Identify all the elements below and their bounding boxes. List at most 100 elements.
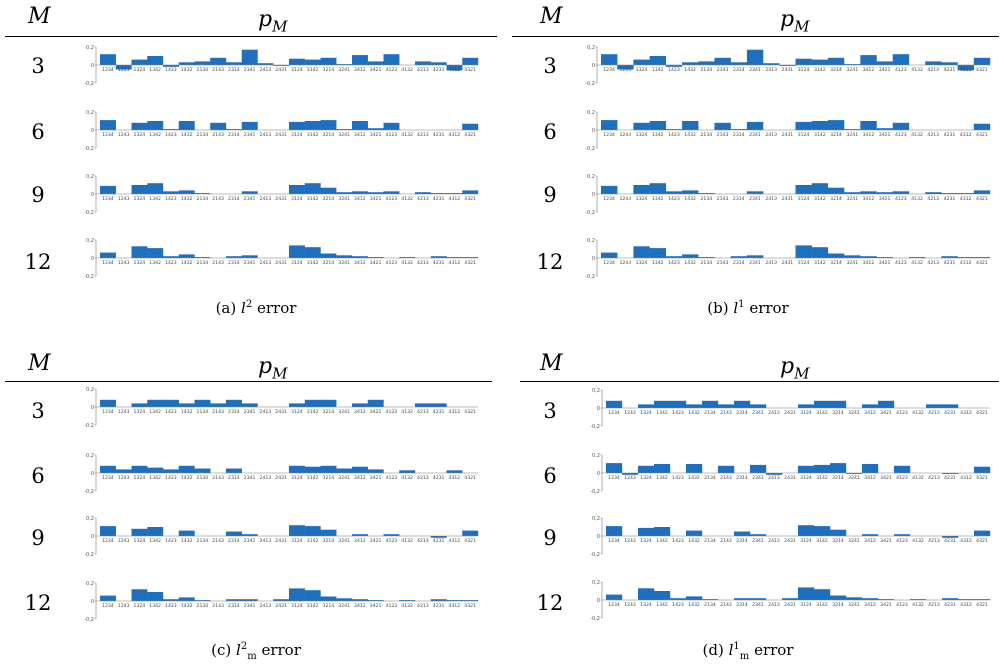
- bar-3412: [352, 55, 368, 65]
- bar-2314: [730, 129, 748, 130]
- bar-3214: [830, 595, 847, 600]
- bar-1432: [178, 530, 195, 536]
- x-tick-label: 2134: [197, 260, 209, 266]
- y-tick-label: -0,2: [84, 552, 94, 558]
- y-tick-label: 0: [597, 534, 600, 540]
- x-tick-label: 2134: [701, 67, 713, 73]
- bar-1423: [163, 256, 179, 258]
- bar-3142: [304, 247, 321, 258]
- x-tick-label: 3124: [291, 538, 303, 544]
- x-tick-label: 1423: [668, 132, 680, 138]
- bar-chart-m-3: 0,2 0 -0,2 1234 1243 1324 1342 1423 1432 2134 2143…: [585, 45, 991, 87]
- bar-3421: [367, 469, 384, 473]
- x-tick-label: 2413: [260, 475, 272, 481]
- bar-1324: [131, 122, 148, 130]
- x-tick-label: 2341: [244, 475, 256, 481]
- x-tick-label: 2314: [228, 538, 240, 544]
- bar-3214: [320, 596, 337, 601]
- y-tick-label: -0,2: [585, 210, 595, 216]
- m-value-6: 6: [543, 464, 557, 488]
- bar-4231: [942, 473, 959, 474]
- y-tick-label: -0,2: [84, 274, 94, 280]
- x-tick-label: 1234: [603, 132, 615, 138]
- bar-1432: [178, 254, 195, 258]
- bar-1234: [100, 465, 116, 473]
- bar-2341: [750, 464, 767, 473]
- x-tick-label: 3142: [814, 67, 826, 73]
- x-tick-label: 3142: [814, 196, 826, 202]
- bar-3241: [336, 255, 353, 258]
- bar-3241: [844, 64, 861, 65]
- bar-4231: [942, 404, 959, 408]
- x-tick-label: 4321: [464, 538, 476, 544]
- y-tick-label: 0,2: [587, 110, 595, 116]
- bar-chart-m-6: 0,2 0 -0,2 1234 1243 1324 1342 1423 1432 2134 2143…: [84, 110, 479, 152]
- x-tick-label: 4123: [386, 475, 398, 481]
- x-tick-label: 1342: [652, 67, 664, 73]
- bar-4213: [415, 192, 431, 194]
- x-tick-label: 2341: [749, 67, 761, 73]
- bar-1423: [670, 400, 687, 408]
- x-tick-label: 2413: [765, 132, 777, 138]
- y-tick-label: 0: [91, 192, 94, 198]
- x-tick-label: 2431: [275, 260, 287, 266]
- bar-4123: [383, 122, 400, 130]
- y-tick-label: 0: [91, 599, 94, 605]
- x-tick-label: 2413: [765, 196, 777, 202]
- bar-3421: [367, 399, 384, 407]
- bar-2134: [194, 61, 211, 65]
- x-tick-label: 3241: [338, 196, 350, 202]
- x-tick-label: 2431: [275, 538, 287, 544]
- x-tick-label: 3412: [863, 132, 875, 138]
- x-tick-label: 2143: [717, 67, 729, 73]
- x-tick-label: 2431: [784, 475, 796, 481]
- bar-4231: [941, 62, 958, 65]
- x-tick-label: 3412: [864, 475, 876, 481]
- bar-3241: [844, 129, 861, 130]
- bar-1324: [131, 465, 148, 473]
- x-tick-label: 3241: [846, 260, 858, 266]
- bar-1423: [670, 598, 687, 600]
- x-tick-label: 4123: [386, 196, 398, 202]
- x-tick-label: 1342: [149, 196, 161, 202]
- bar-1243: [115, 65, 132, 70]
- x-tick-label: 1342: [149, 67, 161, 73]
- x-tick-label: 3214: [323, 603, 335, 609]
- x-tick-label: 2143: [720, 602, 732, 608]
- bar-2314: [226, 62, 242, 65]
- y-tick-label: -0,2: [84, 210, 94, 216]
- x-tick-label: 1234: [603, 67, 615, 73]
- bar-chart-m-12: 0,2 0 -0,2 1234 1243 1324 1342 1423 1432 2134 2143…: [84, 581, 479, 623]
- x-tick-label: 1324: [134, 132, 146, 138]
- x-tick-label: 4213: [417, 67, 429, 73]
- x-tick-label: 3421: [370, 260, 382, 266]
- x-tick-label: 2134: [704, 475, 716, 481]
- bar-3124: [289, 185, 305, 194]
- y-tick-label: 0,2: [592, 388, 600, 394]
- x-tick-label: 2134: [701, 132, 713, 138]
- x-tick-label: 2143: [212, 132, 224, 138]
- x-tick-label: 3214: [830, 67, 842, 73]
- x-tick-label: 2431: [275, 132, 287, 138]
- bar-4321: [462, 190, 479, 194]
- x-tick-label: 3142: [307, 132, 319, 138]
- bar-1324: [131, 185, 148, 194]
- bar-1423: [163, 129, 179, 130]
- bar-4312: [446, 65, 463, 71]
- x-tick-label: 2134: [197, 67, 209, 73]
- bar-1324: [131, 528, 148, 536]
- x-tick-label: 2413: [765, 260, 777, 266]
- bar-1234: [601, 54, 618, 65]
- x-tick-label: 4312: [449, 409, 461, 415]
- x-tick-label: 3421: [370, 475, 382, 481]
- y-tick-label: 0,2: [592, 516, 600, 522]
- x-tick-label: 1423: [165, 475, 177, 481]
- x-tick-label: 1423: [165, 603, 177, 609]
- bar-4321: [462, 600, 479, 601]
- x-tick-label: 1342: [149, 409, 161, 415]
- x-tick-label: 4123: [386, 538, 398, 544]
- x-tick-label: 3142: [307, 603, 319, 609]
- y-tick-label: 0,2: [86, 453, 94, 459]
- x-tick-label: 2134: [197, 475, 209, 481]
